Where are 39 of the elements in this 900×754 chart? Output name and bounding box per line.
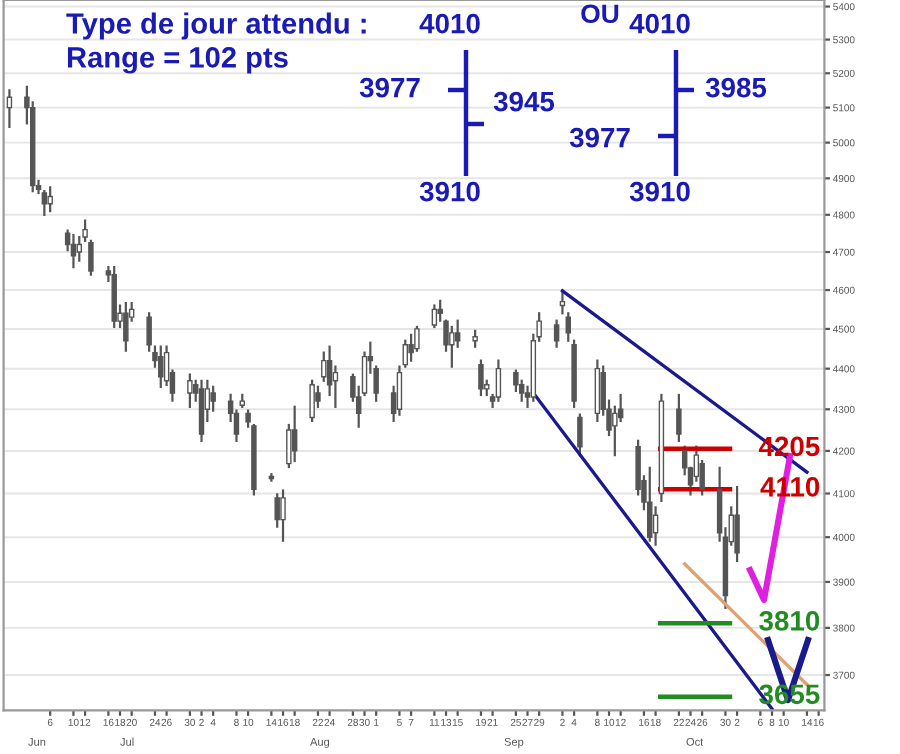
candlestick: [76, 235, 83, 262]
annotation: 4010: [419, 13, 480, 34]
annotation: 3985: [705, 77, 767, 98]
candlestick: [309, 379, 315, 422]
candlestick: [577, 413, 583, 457]
candlestick: [70, 234, 77, 269]
annotation: Type de jour attendu :: [66, 12, 366, 40]
candlestick: [158, 345, 164, 388]
candlestick: [88, 239, 94, 276]
candlestick: [734, 485, 740, 562]
candlestick: [553, 319, 560, 348]
candlestick: [408, 333, 414, 362]
candlestick: [454, 319, 461, 348]
candlestick: [111, 266, 117, 329]
candlestick: [47, 186, 53, 213]
candlestick: [210, 385, 216, 412]
annotation: 3977: [359, 77, 420, 98]
candlestick: [187, 373, 193, 408]
candlestick: [676, 393, 682, 442]
candlestick: [291, 405, 298, 463]
annotation: 3945: [493, 91, 555, 112]
annotation: 3910: [629, 181, 690, 202]
candlestick: [647, 466, 653, 542]
candlestick: [146, 312, 152, 352]
annotation: OU: [581, 4, 619, 24]
annotation: Range = 102 pts: [67, 47, 288, 74]
candlestick: [198, 379, 205, 442]
candlestick: [449, 325, 455, 368]
candlestick: [280, 489, 286, 542]
annotation: 4010: [629, 13, 690, 34]
candlestick: [431, 304, 438, 329]
candlestick: [495, 359, 502, 402]
candlestick: [274, 493, 280, 528]
ref-line-label: 3810: [759, 611, 820, 631]
candlestick: [594, 359, 601, 422]
candlestick: [123, 302, 129, 352]
annotation: 3910: [419, 181, 480, 202]
candlestick: [478, 359, 484, 397]
annotation: 3977: [569, 127, 630, 148]
